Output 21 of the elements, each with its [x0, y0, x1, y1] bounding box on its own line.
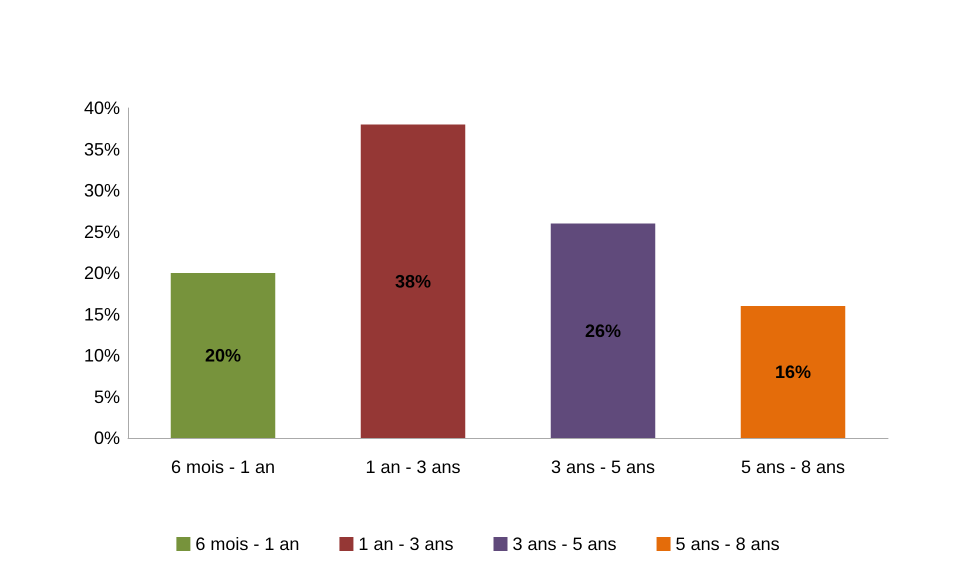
- legend-label: 6 mois - 1 an: [195, 534, 300, 554]
- y-tick-label: 10%: [84, 346, 120, 366]
- legend-label: 1 an - 3 ans: [358, 534, 454, 554]
- y-tick-label: 5%: [94, 386, 120, 407]
- x-tick-label: 6 mois - 1 an: [170, 457, 276, 477]
- data-label: 16%: [774, 362, 812, 382]
- x-tick-label: 1 an - 3 ans: [365, 457, 461, 477]
- data-label: 38%: [394, 271, 432, 292]
- y-tick-label: 35%: [84, 139, 120, 160]
- y-tick-label: 30%: [84, 180, 120, 200]
- legend-label: 3 ans - 5 ans: [512, 534, 617, 554]
- x-tick-label: 5 ans - 8 ans: [740, 457, 846, 477]
- y-tick-label: 25%: [84, 222, 120, 242]
- data-label: 26%: [584, 320, 622, 341]
- y-tick-label: 0%: [94, 428, 120, 448]
- legend-label: 5 ans - 8 ans: [676, 534, 780, 554]
- y-tick-label: 40%: [84, 98, 120, 118]
- y-tick-label: 15%: [84, 304, 120, 324]
- data-label: 20%: [204, 346, 242, 366]
- x-tick-label: 3 ans - 5 ans: [550, 457, 656, 477]
- y-tick-label: 20%: [84, 263, 120, 283]
